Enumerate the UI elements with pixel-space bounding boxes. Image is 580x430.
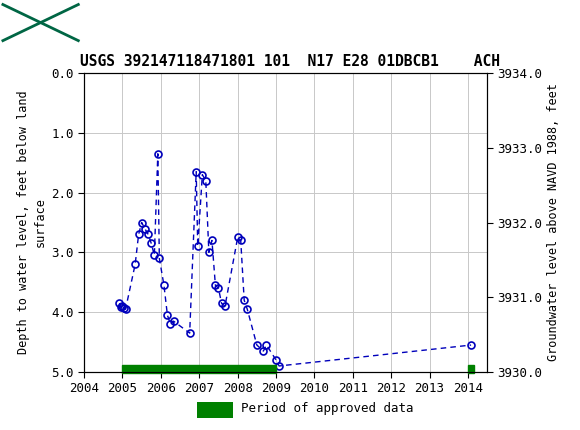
FancyBboxPatch shape — [3, 4, 78, 41]
Bar — [468, 365, 474, 372]
Text: Period of approved data: Period of approved data — [241, 402, 414, 415]
FancyBboxPatch shape — [197, 402, 233, 418]
Text: USGS: USGS — [90, 13, 150, 32]
Y-axis label: Groundwater level above NAVD 1988, feet: Groundwater level above NAVD 1988, feet — [547, 83, 560, 362]
Bar — [122, 365, 276, 372]
Y-axis label: Depth to water level, feet below land
surface: Depth to water level, feet below land su… — [17, 91, 47, 354]
Text: USGS 392147118471801 101  N17 E28 01DBCB1    ACH: USGS 392147118471801 101 N17 E28 01DBCB1… — [80, 54, 500, 68]
